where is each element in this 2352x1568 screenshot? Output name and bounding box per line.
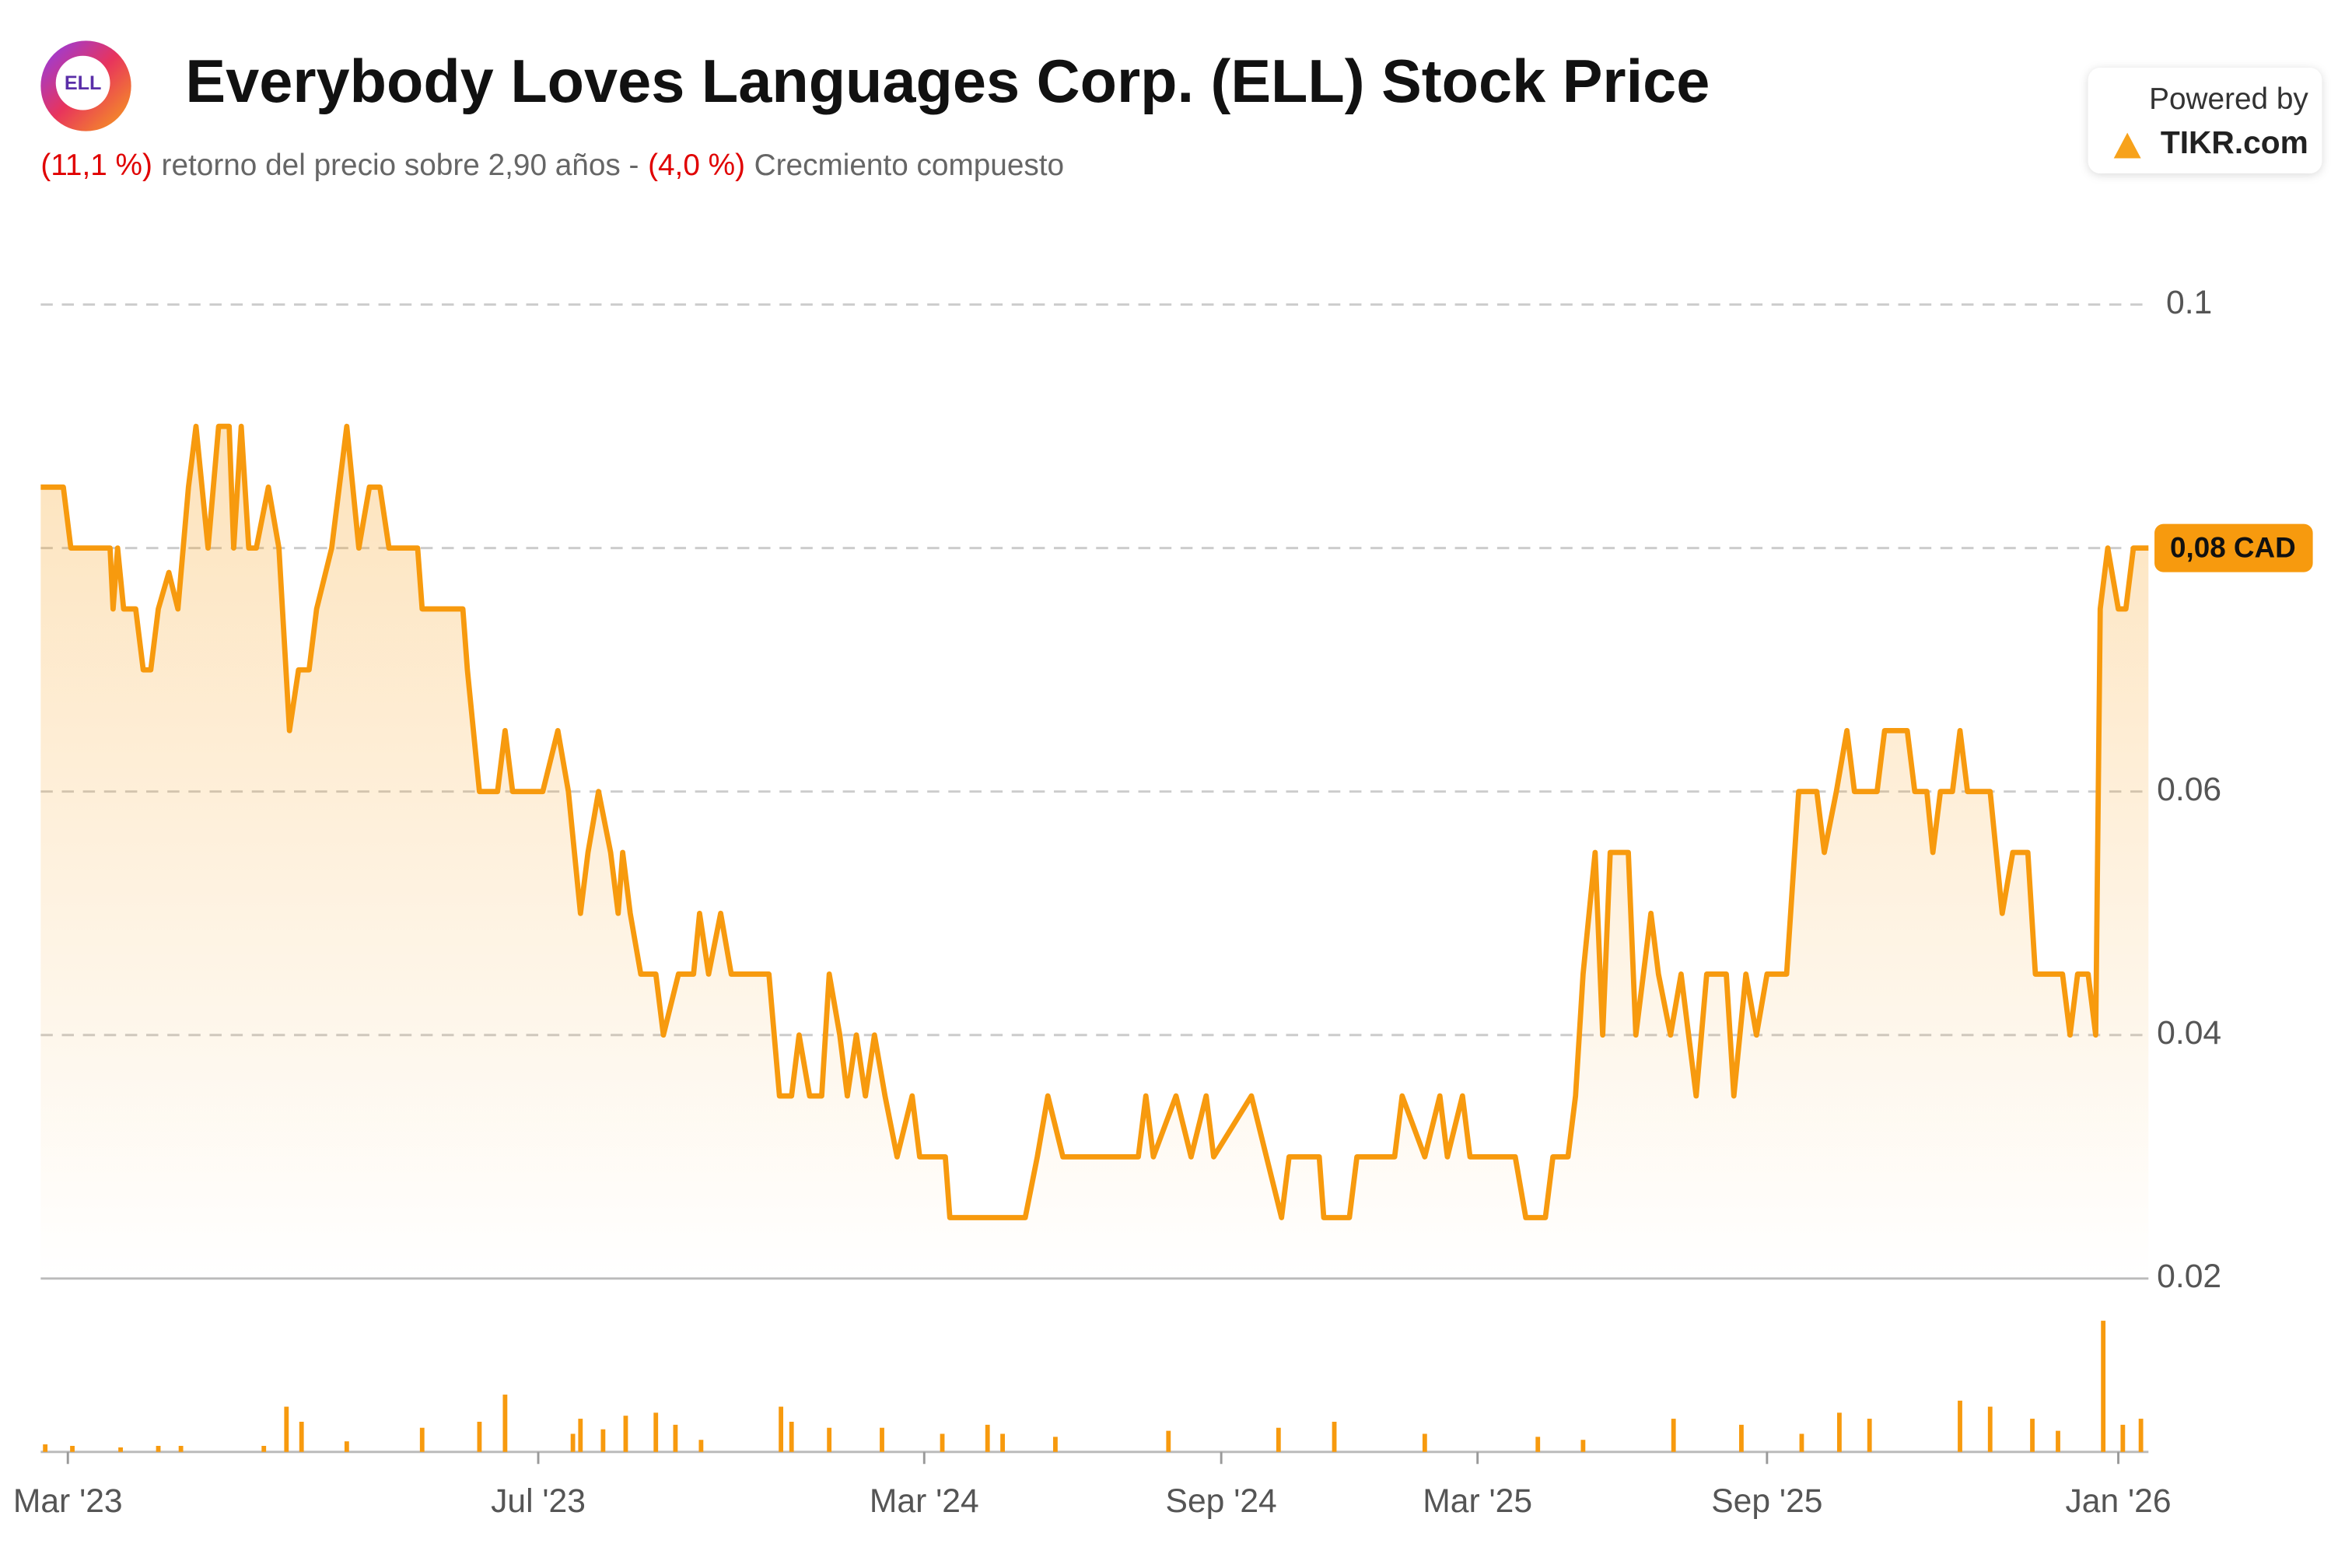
volume-bar [178, 1445, 184, 1452]
volume-bar [156, 1445, 161, 1452]
volume-bar [1000, 1433, 1005, 1452]
x-tick-label: Sep '24 [1166, 1482, 1277, 1520]
volume-bar [261, 1445, 267, 1452]
brand: TIKR.com [2161, 124, 2308, 160]
volume-bar [827, 1427, 832, 1452]
powered-box [2088, 68, 2322, 173]
area [40, 426, 2149, 1279]
title: Everybody Loves Languages Corp. (ELL) St… [185, 48, 1710, 115]
volume-bar [600, 1429, 606, 1452]
volume-bar [578, 1419, 583, 1452]
volume-bar [1799, 1433, 1804, 1452]
volume-bar [1276, 1427, 1281, 1452]
y-tick-label: 0.04 [2157, 1014, 2221, 1052]
return: (11,1 %) [40, 149, 152, 182]
x-tick-label: Jan '26 [2065, 1482, 2171, 1520]
volume-bar [985, 1424, 990, 1452]
volume-bar [1837, 1412, 1842, 1452]
volume-bar [1166, 1430, 1171, 1452]
volume-bar [673, 1424, 678, 1452]
volume-bar [344, 1441, 349, 1452]
logo-inner [55, 55, 110, 110]
volume-bar [2056, 1430, 2060, 1452]
volume-bar [1332, 1421, 1337, 1452]
y-tick-label: 0.02 [2157, 1258, 2221, 1295]
x-tick-label: Mar '24 [870, 1482, 979, 1520]
last-price-badge [2154, 523, 2313, 572]
x-tick-label: Mar '23 [13, 1482, 123, 1520]
volume-bar [1987, 1406, 1993, 1452]
subtitle-text: Crecmiento compuesto [754, 149, 1064, 182]
y-tick-label: 0.06 [2157, 771, 2221, 808]
volume-bar [1739, 1424, 1744, 1452]
brand-icon [2113, 132, 2141, 159]
volume-bar [570, 1433, 576, 1452]
volume-bar [284, 1406, 289, 1452]
subtitle-text: retorno del precio sobre 2,90 años - [162, 149, 639, 182]
volume-bar [299, 1421, 304, 1452]
volume-bar [419, 1427, 425, 1452]
last-price-label: 0,08 CAD [2170, 531, 2296, 563]
volume-bar [70, 1445, 75, 1452]
x-tick-label: Jul '23 [491, 1482, 586, 1520]
volume-bar [698, 1440, 704, 1452]
volume-bar [2120, 1424, 2126, 1452]
volume-bar [1580, 1440, 1586, 1452]
x-tick-label: Sep '25 [1711, 1482, 1822, 1520]
volume-bar [477, 1421, 482, 1452]
volume-bar [2101, 1321, 2106, 1452]
volume-bar [653, 1412, 659, 1452]
volume-bar [1958, 1400, 1962, 1452]
volume-bar [43, 1444, 48, 1452]
volume-bar [880, 1427, 884, 1452]
volume-bar [1535, 1437, 1541, 1452]
volume-bar [779, 1406, 784, 1452]
volume-bar [940, 1433, 945, 1452]
cagr: (4,0 %) [648, 149, 745, 182]
powered-by: Powered by [2149, 82, 2308, 116]
volume-bar [118, 1447, 123, 1452]
volume-bar [502, 1395, 508, 1452]
volume-bar [1422, 1433, 1427, 1452]
price-line [40, 423, 2149, 1220]
volume-bar [2138, 1419, 2144, 1452]
volume-bar [789, 1421, 794, 1452]
volume-bar [1671, 1419, 1676, 1452]
volume-bar [623, 1416, 628, 1452]
volume-bar [1053, 1437, 1058, 1452]
logo-text: ELL [65, 72, 102, 94]
volume-bar [1867, 1419, 1872, 1452]
subtitle: (11,1 %) retorno del precio sobre 2,90 añ… [40, 149, 1064, 182]
y-tick-label: 0.1 [2166, 284, 2212, 321]
volume-bar [2030, 1419, 2035, 1452]
x-tick-label: Mar '25 [1423, 1482, 1532, 1520]
